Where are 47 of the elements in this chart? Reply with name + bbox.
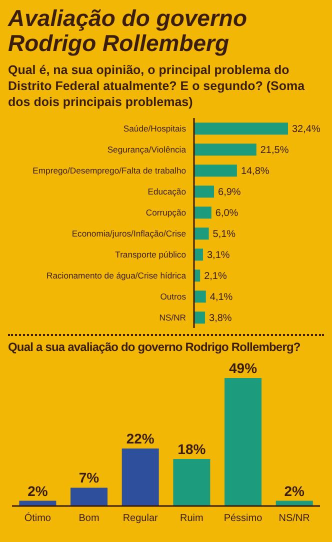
x-tick-label: Ótimo: [24, 512, 52, 524]
y-tick-label: Saúde/Hospitais: [123, 124, 186, 134]
data-label: 2,1%: [204, 271, 227, 282]
chart-title: Avaliação do governo Rodrigo Rollemberg: [8, 5, 248, 56]
data-label: 2%: [28, 482, 48, 499]
bar: [194, 290, 206, 303]
y-tick-label: Corrupção: [146, 208, 186, 218]
bar: [194, 228, 209, 240]
data-label: 2%: [284, 482, 306, 499]
data-label: 3,1%: [206, 250, 230, 262]
y-tick-label: NS/NR: [159, 312, 186, 323]
bar: [173, 458, 210, 506]
chart-title: Qual a sua avaliação do governo Rodrigo Rollemberg?: [8, 340, 302, 354]
x-tick-label: NS/NR: [278, 513, 310, 524]
y-tick-label: Economia/juros/Inflação/Crise: [72, 228, 186, 239]
y-tick-label: Segurança/Violência: [107, 144, 186, 155]
data-label: 6,0%: [215, 208, 238, 220]
bar: [122, 448, 159, 506]
chart-subtitle: Qual é, na sua opinião, o principal problema do Distrito Federal atualmente? E o segundo? (Soma dos dois principais problemas): [8, 62, 306, 110]
data-label: 5,1%: [212, 229, 236, 240]
y-tick-label: Racionamento de água/Crise hídrica: [46, 270, 186, 281]
data-label: 32,4%: [292, 124, 320, 136]
bar: [194, 164, 237, 177]
y-tick-label: Outros: [160, 292, 186, 302]
bar: [194, 206, 212, 219]
data-label: 18%: [178, 440, 206, 457]
bar: [194, 186, 214, 198]
y-tick-label: Transporte público: [115, 250, 186, 260]
bar: [194, 122, 288, 135]
data-label: 22%: [126, 430, 155, 447]
data-label: 7%: [78, 470, 100, 486]
data-label: 21,5%: [260, 145, 289, 156]
bar: [70, 488, 108, 506]
bar: [194, 312, 206, 324]
data-label: 49%: [229, 360, 258, 376]
data-label: 4,1%: [210, 292, 233, 304]
data-label: 14,8%: [240, 166, 270, 178]
x-tick-label: Ruim: [180, 513, 204, 524]
bar: [224, 378, 262, 506]
x-tick-label: Bom: [78, 513, 100, 524]
y-tick-label: Educação: [148, 186, 186, 197]
data-label: 6,9%: [218, 187, 241, 198]
x-tick-label: Regular: [122, 513, 159, 524]
x-tick-label: Péssimo: [224, 513, 263, 524]
bar: [194, 144, 256, 156]
y-tick-label: Emprego/Desemprego/Falta de trabalho: [32, 166, 186, 176]
data-label: 3,8%: [209, 313, 232, 324]
